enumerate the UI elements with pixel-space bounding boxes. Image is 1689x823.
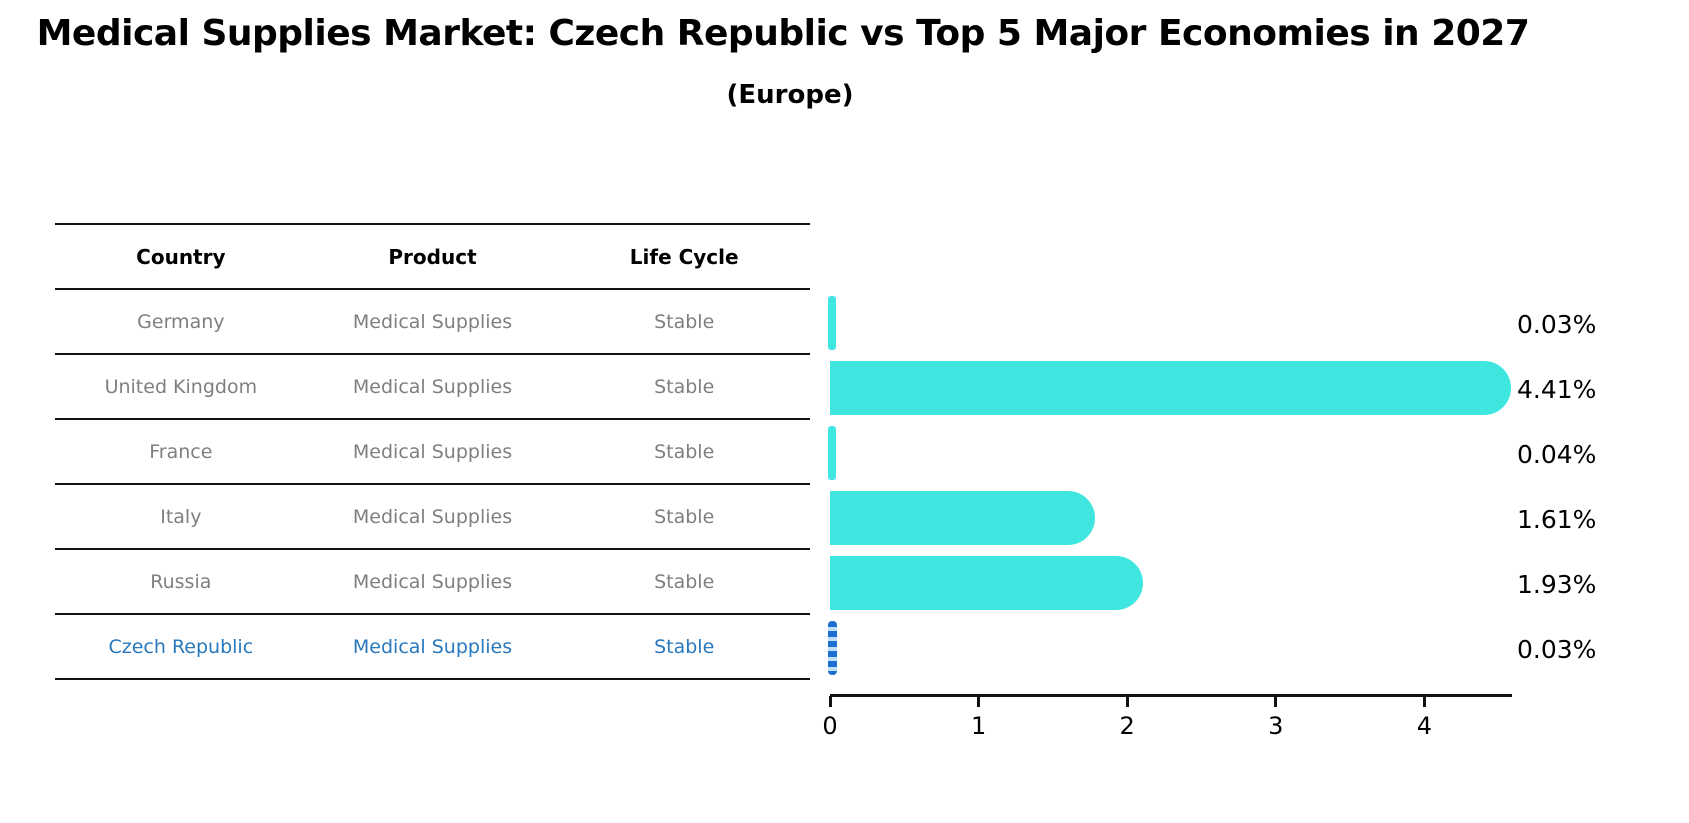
table-cell-country: Germany <box>137 310 225 333</box>
table-cell-lifecycle: Stable <box>654 375 715 398</box>
table-cell-product: Medical Supplies <box>352 440 513 463</box>
x-tick-mark <box>977 696 981 707</box>
table-cell-product: Medical Supplies <box>352 310 513 333</box>
table-cell-country: United Kingdom <box>104 375 258 398</box>
table-cell-lifecycle: Stable <box>654 505 715 528</box>
bar-united-kingdom <box>830 360 1512 415</box>
x-tick-label: 3 <box>1268 712 1284 740</box>
bar-value-label: 1.93% <box>1517 569 1597 599</box>
bar-czech-republic <box>828 620 837 675</box>
table-cell-product: Medical Supplies <box>352 375 513 398</box>
bar-italy <box>830 490 1096 545</box>
bar-france <box>828 425 836 480</box>
x-tick-label: 1 <box>970 712 987 740</box>
x-tick-label: 4 <box>1416 712 1433 740</box>
table-row: France Medical Supplies Stable <box>55 420 810 485</box>
table-cell-lifecycle: Stable <box>654 570 715 593</box>
bar-russia <box>830 555 1143 610</box>
x-tick-mark <box>1125 696 1129 707</box>
bar-value-label: 1.61% <box>1517 504 1597 534</box>
bar-value-label: 0.03% <box>1517 634 1597 664</box>
table-cell-country: France <box>149 440 213 463</box>
table-body: Germany Medical Supplies Stable United King… <box>55 290 810 680</box>
chart-subtitle: (Europe) <box>726 80 854 110</box>
x-tick-label: 0 <box>822 712 838 740</box>
table-row: Italy Medical Supplies Stable <box>55 485 810 550</box>
bar-value-label: 0.03% <box>1517 309 1597 339</box>
x-tick-mark <box>828 696 832 707</box>
table-cell-lifecycle: Stable <box>654 635 715 658</box>
bar-value-label: 0.04% <box>1517 439 1597 469</box>
comparison-table: Country Product Life Cycle Germany Medica… <box>55 223 810 680</box>
table-header-country: Country <box>136 244 226 269</box>
x-tick-mark <box>1422 696 1426 707</box>
table-cell-product: Medical Supplies <box>352 635 513 658</box>
table-header-row: Country Product Life Cycle <box>55 225 810 290</box>
table-header-lifecycle: Life Cycle <box>629 244 739 269</box>
table-cell-country: Czech Republic <box>108 635 254 658</box>
x-tick-label: 2 <box>1119 712 1135 740</box>
table-row: Czech Republic Medical Supplies Stable <box>55 615 810 680</box>
table-cell-product: Medical Supplies <box>352 570 513 593</box>
table-cell-lifecycle: Stable <box>654 310 715 333</box>
table-header-product: Product <box>388 244 477 269</box>
table-cell-country: Italy <box>160 505 202 528</box>
table-row: United Kingdom Medical Supplies Stable <box>55 355 810 420</box>
table-row: Germany Medical Supplies Stable <box>55 290 810 355</box>
bar-germany <box>828 295 836 350</box>
x-tick-mark <box>1274 696 1278 707</box>
chart-title: Medical Supplies Market: Czech Republic … <box>36 13 1530 54</box>
table-cell-lifecycle: Stable <box>654 440 715 463</box>
table-cell-product: Medical Supplies <box>352 505 513 528</box>
table-row: Russia Medical Supplies Stable <box>55 550 810 615</box>
x-axis-line <box>830 694 1512 697</box>
bar-value-label: 4.41% <box>1517 374 1597 404</box>
table-cell-country: Russia <box>150 570 212 593</box>
